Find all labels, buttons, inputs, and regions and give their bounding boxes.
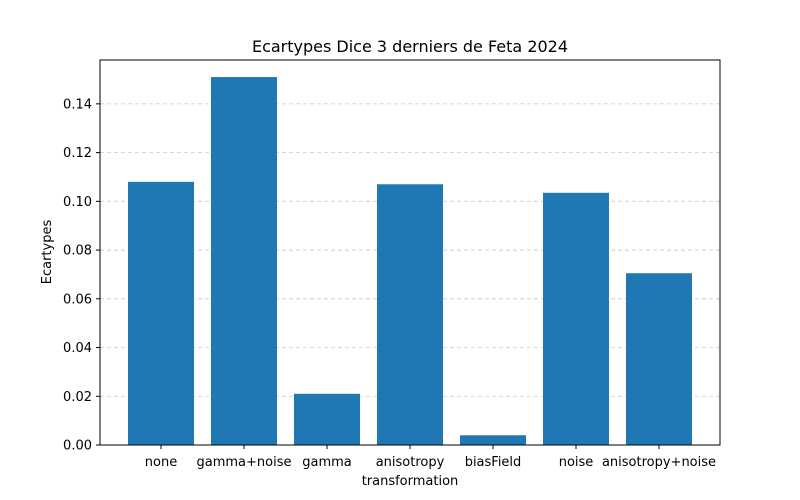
y-axis-ticks: 0.00 0.02 0.04 0.06 0.08 0.10 0.12 0.14 <box>63 97 100 454</box>
bar-biasfield <box>460 435 526 445</box>
x-tick-label: gamma+noise <box>197 455 292 470</box>
x-axis-ticks: none gamma+noise gamma anisotropy biasField n… <box>145 445 716 470</box>
bar-anisotropy-noise <box>626 273 692 445</box>
chart-title: Ecartypes Dice 3 derniers de Feta 2024 <box>252 37 568 56</box>
y-tick-label: 0.08 <box>63 244 92 259</box>
x-tick-label: biasField <box>465 455 522 470</box>
y-axis-label: Ecartypes <box>40 220 55 285</box>
y-tick-label: 0.10 <box>63 195 92 210</box>
y-tick-label: 0.14 <box>63 97 92 112</box>
y-tick-label: 0.00 <box>63 439 92 454</box>
y-tick-label: 0.06 <box>63 292 92 307</box>
bar-anisotropy <box>377 184 443 445</box>
y-tick-label: 0.02 <box>63 390 92 405</box>
bar-gamma <box>294 393 360 445</box>
x-tick-label: anisotropy <box>376 455 445 470</box>
y-tick-label: 0.12 <box>63 146 92 161</box>
bar-gamma-noise <box>211 77 277 446</box>
bar-none <box>128 181 194 445</box>
x-tick-label: gamma <box>302 455 352 470</box>
x-axis-label: transformation <box>362 474 459 489</box>
bar-noise <box>543 192 609 445</box>
x-tick-label: anisotropy+noise <box>602 455 716 470</box>
y-tick-label: 0.04 <box>63 341 92 356</box>
bars <box>128 77 692 446</box>
x-tick-label: none <box>145 455 177 470</box>
x-tick-label: noise <box>559 455 594 470</box>
